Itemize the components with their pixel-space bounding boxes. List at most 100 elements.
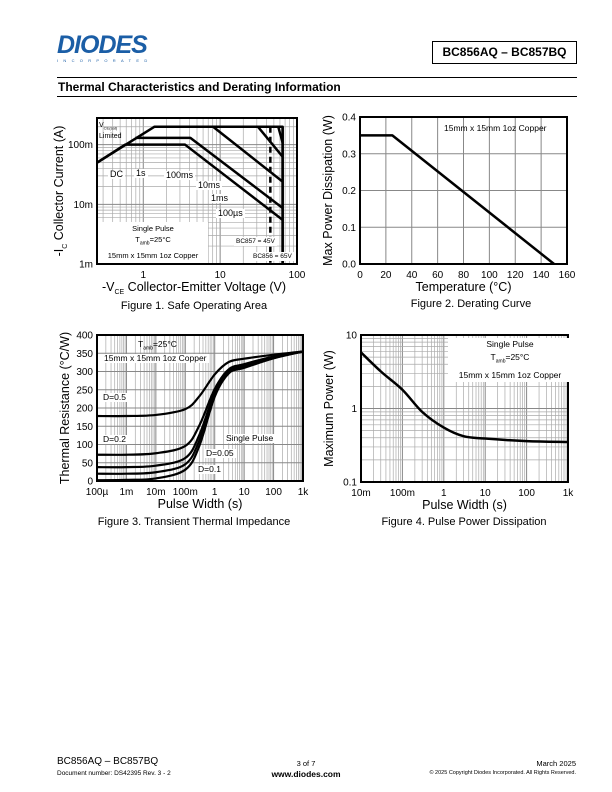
label-d02: D=0.2 [101,434,128,444]
x-tick-label: 20 [380,270,392,281]
chart-1: 1 10 100 1m 10m 100m -VCE Collector-Emitter Vo… [52,117,306,296]
y-tick-label: 200 [76,404,93,415]
x-tick-label: 1k [298,487,310,498]
y-tick-label: 150 [76,422,93,433]
label-d01: D=0.1 [196,464,223,474]
x-label-prefix: -V [102,280,115,294]
tamb-note: Tamb=25°C [138,339,177,352]
footer-doc-number: Document number: DS42395 Rev. 3 - 2 [57,770,171,777]
footer-part: BC856AQ – BC857BQ [57,756,159,767]
y-label-sub: C [62,244,69,249]
label-100ms: 100ms [164,170,196,180]
y-tick-label: 50 [82,458,94,469]
x-axis-label: Pulse Width (s) [158,497,243,511]
x-label-text: Collector-Emitter Voltage (V) [124,280,286,294]
x-tick-label: 1 [441,488,447,499]
x-tick-label: 100 [518,488,535,499]
x-tick-label: 1k [563,488,575,499]
x-tick-label: 60 [432,270,444,281]
vce-sat-label: VCE(sat) Limited [99,122,122,141]
logo-subtext: INCORPORATED [57,58,153,63]
y-tick-label: 1 [351,404,357,415]
series-1s [135,136,284,209]
y-tick-label: 0.4 [342,113,356,124]
plot-frame [359,116,568,265]
y-tick-label: 300 [76,367,93,378]
plot-frame [360,334,569,483]
x-tick-label: 100 [481,270,498,281]
y-axis-label: -IC Collector Current (A) [52,126,69,257]
series-d-0-5 [96,350,304,418]
label-1ms: 1ms [209,193,231,203]
label-single-pulse: Single Pulse [224,433,276,443]
label-d005: D=0.05 [204,448,236,458]
figure-1-caption: Figure 1. Safe Operating Area [120,300,268,312]
x-label-sub: CE [114,289,124,296]
y-tick-label: 100 [76,440,93,451]
conditions-box: Single Pulse Tamb=25°C 15mm x 15mm 1oz C… [448,338,572,382]
chart-2: 0 20 40 60 80 100 120 140 160 0.0 0.1 0.2 0.3 0.4 Temp… [321,113,576,295]
figure-4-caption: Figure 4. Pulse Power Dissipation [381,516,547,528]
y-tick-label: 250 [76,385,93,396]
x-tick-label: 160 [559,270,576,281]
x-tick-label: 100m [173,487,198,498]
x-tick-label: 10m [351,488,370,499]
figure-3-caption: Figure 3. Transient Thermal Impedance [97,516,291,528]
x-tick-label: 10 [239,487,251,498]
chart-3: 100µ 1m 10m 100m 1 10 100 1k 0 50 100 150 200 250 300 3… [58,331,309,512]
divider [57,77,577,78]
limit-label-bc857: BC857 = 45V [234,237,277,246]
x-tick-label: 1m [119,487,133,498]
y-tick-label: 350 [76,349,93,360]
x-tick-label: 40 [406,270,418,281]
label-10ms: 10ms [196,180,223,190]
x-tick-label: 10m [146,487,165,498]
y-tick-label: 400 [76,331,93,342]
copper-note: 15mm x 15mm 1oz Copper [102,353,209,363]
series-pd [360,134,555,265]
y-tick-label: 10 [346,331,358,342]
label-d05: D=0.5 [101,392,128,402]
x-tick-label: 80 [458,270,470,281]
x-tick-label: 10 [480,488,492,499]
x-tick-label: 140 [533,270,550,281]
y-tick-label: 0.2 [342,186,356,197]
conditions-box: Single Pulse Tamb=25°C 15mm x 15mm 1oz C… [98,222,208,263]
figure-2-caption: Figure 2. Derating Curve [410,298,532,310]
y-label-text: Collector Current (A) [52,126,66,244]
diodes-logo: DIODES INCORPORATED [57,31,153,64]
x-tick-label: 0 [357,270,363,281]
plot-frame [96,334,304,482]
logo-text: DIODES [57,31,148,59]
x-tick-label: 100µ [86,487,109,498]
y-axis-label: Thermal Resistance (°C/W) [58,332,72,484]
divider [57,96,577,97]
x-axis-label: -VCE Collector-Emitter Voltage (V) [102,280,286,296]
footer-date: March 2025 [536,759,576,768]
y-tick-label: 10m [74,200,93,211]
y-axis-label: Max Power Dissipation (W) [321,115,335,266]
x-tick-label: 1 [140,270,146,281]
y-tick-label: 0.1 [343,478,357,489]
x-tick-label: 100 [265,487,282,498]
series-single-pulse [96,350,304,482]
x-tick-label: 100m [390,488,415,499]
y-axis-label: Maximum Power (W) [322,350,336,467]
plot-frame [96,117,298,265]
limit-label-bc856: BC856 = 65V [251,252,294,261]
x-tick-label: 120 [507,270,524,281]
series-pmax [360,351,569,444]
footer-page: 3 of 7 [296,759,316,768]
x-axis-label: Temperature (°C) [416,280,512,294]
x-tick-label: 1 [212,487,218,498]
part-number-box: BC856AQ – BC857BQ [432,41,577,64]
y-label-prefix: -I [52,249,66,257]
footer-copyright: © 2025 Copyright Diodes Incorporated. Al… [429,770,576,776]
y-tick-label: 0 [87,477,93,488]
footer-url[interactable]: www.diodes.com [271,769,341,779]
y-tick-label: 0.0 [342,260,356,271]
x-axis-label: Pulse Width (s) [422,498,507,512]
y-tick-label: 0.3 [342,149,356,160]
